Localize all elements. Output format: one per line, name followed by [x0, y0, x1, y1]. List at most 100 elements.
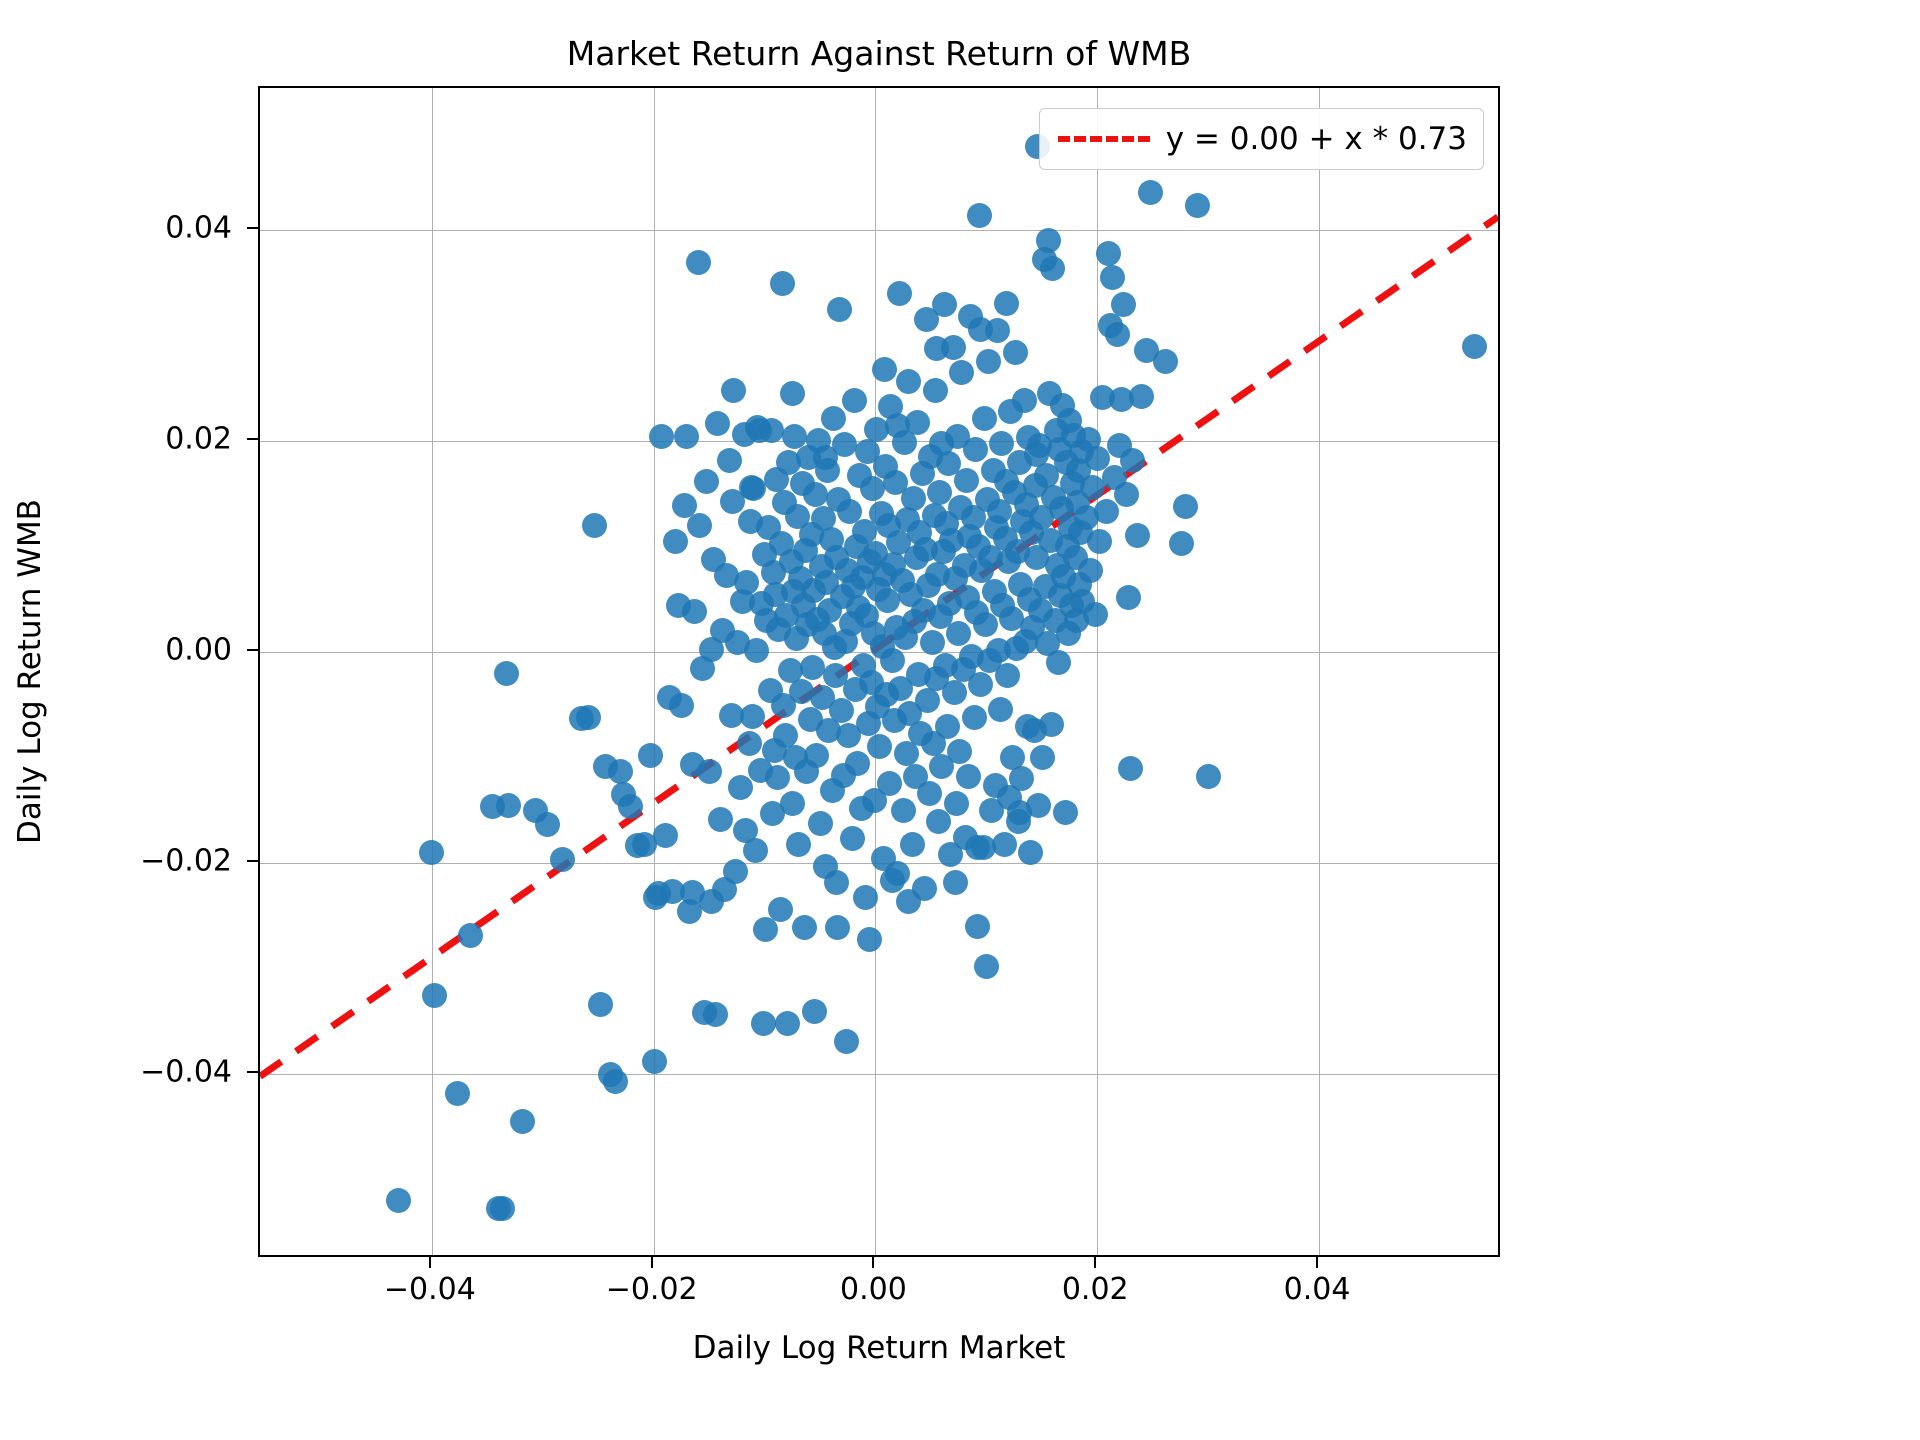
scatter-point — [1093, 498, 1119, 524]
y-tick-label: 0.04 — [165, 210, 232, 246]
scatter-point — [900, 485, 926, 511]
scatter-point — [1030, 745, 1056, 771]
scatter-point — [1169, 531, 1195, 557]
scatter-point — [1173, 494, 1199, 520]
scatter-points-layer — [260, 88, 1498, 1255]
scatter-point — [927, 479, 953, 505]
y-tick-label: −0.04 — [140, 1054, 232, 1090]
scatter-point — [1002, 340, 1028, 366]
x-tick-label: 0.00 — [840, 1272, 907, 1307]
scatter-point — [991, 831, 1017, 857]
scatter-point — [971, 405, 997, 431]
scatter-point — [765, 765, 791, 791]
scatter-point — [1461, 333, 1487, 359]
scatter-point — [1113, 481, 1139, 507]
scatter-point — [915, 688, 941, 714]
x-tick-label: 0.02 — [1061, 1272, 1129, 1307]
scatter-point — [867, 733, 893, 759]
scatter-point — [490, 1195, 516, 1221]
scatter-point — [1000, 745, 1026, 771]
scatter-point — [852, 884, 878, 910]
scatter-point — [1118, 755, 1143, 781]
scatter-point — [727, 774, 753, 800]
x-tick-mark — [1316, 1257, 1319, 1268]
scatter-point — [879, 648, 905, 674]
scatter-point — [582, 513, 608, 539]
scatter-point — [871, 357, 897, 383]
scatter-point — [973, 954, 999, 980]
y-tick-mark — [247, 438, 258, 441]
y-tick-mark — [247, 227, 258, 230]
scatter-point — [734, 570, 760, 596]
scatter-point — [510, 1109, 536, 1135]
scatter-point — [696, 759, 722, 785]
y-gridline — [260, 230, 1498, 232]
scatter-point — [743, 838, 769, 864]
scatter-point — [1040, 255, 1066, 281]
scatter-point — [1052, 800, 1078, 826]
scatter-point — [746, 418, 772, 444]
scatter-point — [887, 281, 913, 307]
scatter-point — [964, 914, 990, 940]
scatter-point — [801, 998, 827, 1024]
scatter-point — [827, 297, 853, 323]
scatter-point — [632, 831, 658, 857]
scatter-point — [1086, 529, 1112, 555]
scatter-point — [999, 606, 1025, 632]
scatter-point — [775, 1011, 801, 1037]
scatter-point — [753, 917, 779, 943]
scatter-point — [1082, 601, 1108, 627]
scatter-point — [736, 730, 762, 756]
scatter-point — [1039, 711, 1065, 737]
scatter-point — [828, 697, 854, 723]
scatter-point — [705, 410, 731, 436]
scatter-point — [686, 513, 712, 539]
scatter-point — [716, 447, 742, 473]
scatter-point — [859, 476, 885, 502]
scatter-point — [637, 743, 663, 769]
scatter-point — [993, 468, 1019, 494]
scatter-point — [968, 671, 994, 697]
scatter-point — [968, 317, 994, 343]
scatter-point — [707, 806, 733, 832]
scatter-point — [926, 808, 952, 834]
scatter-point — [1153, 348, 1179, 374]
scatter-point — [1129, 383, 1155, 409]
scatter-point — [993, 290, 1019, 316]
scatter-point — [575, 705, 601, 731]
scatter-point — [1011, 387, 1037, 413]
scatter-point — [773, 723, 799, 749]
plot-area: y = 0.00 + x * 0.73 — [258, 86, 1500, 1257]
scatter-point — [767, 897, 793, 923]
scatter-point — [824, 869, 850, 895]
x-axis-label: Daily Log Return Market — [692, 1330, 1066, 1366]
scatter-point — [917, 781, 943, 807]
scatter-point — [988, 696, 1014, 722]
scatter-point — [804, 743, 830, 769]
scatter-point — [750, 1011, 776, 1037]
scatter-point — [864, 417, 890, 443]
scatter-point — [896, 368, 922, 394]
scatter-point — [857, 926, 883, 952]
scatter-point — [668, 692, 694, 718]
scatter-point — [791, 915, 817, 941]
scatter-point — [698, 888, 724, 914]
scatter-point — [961, 705, 987, 731]
scatter-point — [1120, 447, 1146, 473]
y-gridline — [260, 441, 1498, 443]
scatter-point — [896, 888, 922, 914]
scatter-point — [788, 678, 814, 704]
scatter-point — [1111, 291, 1137, 317]
scatter-point — [685, 249, 711, 275]
scatter-point — [899, 831, 925, 857]
y-tick-mark — [247, 649, 258, 652]
legend-dashed-line-icon — [1057, 136, 1150, 142]
scatter-point — [813, 444, 839, 470]
scatter-point — [744, 637, 770, 663]
x-tick-mark — [650, 1257, 653, 1268]
scatter-point — [648, 423, 674, 449]
scatter-point — [956, 764, 982, 790]
scatter-point — [703, 1001, 729, 1027]
scatter-point — [962, 437, 988, 463]
